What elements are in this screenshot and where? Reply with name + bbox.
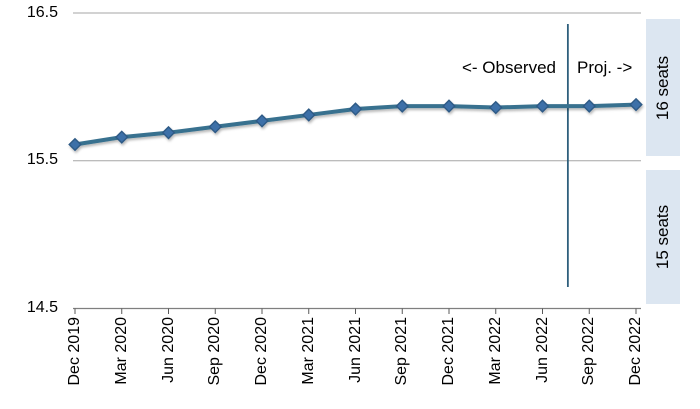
observed-annotation: <- Observed (461, 58, 556, 77)
x-axis (73, 307, 641, 314)
data-point-marker (629, 97, 643, 112)
data-point-marker (395, 99, 410, 113)
data-point-marker (255, 114, 269, 128)
x-axis-label: Jun 2022 (533, 317, 551, 383)
projection-annotation: Proj. -> (577, 58, 633, 77)
gridlines (73, 12, 641, 162)
band-16-seats-label: 16 seats (653, 55, 673, 120)
data-point-marker (488, 100, 503, 115)
x-axis-label: Dec 2021 (440, 317, 457, 386)
x-axis-label: Dec 2020 (253, 317, 270, 386)
data-point-marker (301, 108, 316, 122)
band-15-seats: 15 seats (646, 170, 680, 304)
data-point-marker (68, 137, 82, 152)
x-axis-label: Mar 2022 (486, 317, 504, 385)
x-axis-label: Dec 2022 (627, 317, 644, 386)
x-axis-label: Sep 2020 (206, 317, 224, 386)
x-axis-label: Jun 2021 (346, 317, 364, 383)
y-axis-tick-label: 15.5 (26, 151, 58, 169)
data-point-marker (161, 125, 176, 140)
x-axis-label: Sep 2021 (393, 317, 411, 386)
y-axis-tick-label: 14.5 (26, 299, 58, 316)
data-point-marker (208, 119, 223, 134)
data-point-marker (348, 102, 363, 116)
y-axis-tick-label: 16.5 (26, 3, 58, 21)
band-16-seats: 16 seats (646, 19, 680, 156)
data-point-marker (535, 99, 550, 113)
x-axis-label: Jun 2020 (159, 317, 177, 383)
band-15-seats-label: 15 seats (653, 204, 673, 270)
data-point-marker (442, 99, 456, 113)
data-point-marker (582, 99, 597, 113)
x-axis-label: Dec 2019 (66, 317, 83, 386)
x-axis-label: Mar 2021 (299, 317, 317, 385)
data-series (68, 97, 643, 152)
x-axis-label: Mar 2020 (112, 317, 130, 385)
data-point-marker (114, 130, 129, 144)
x-axis-label: Sep 2022 (580, 317, 598, 386)
